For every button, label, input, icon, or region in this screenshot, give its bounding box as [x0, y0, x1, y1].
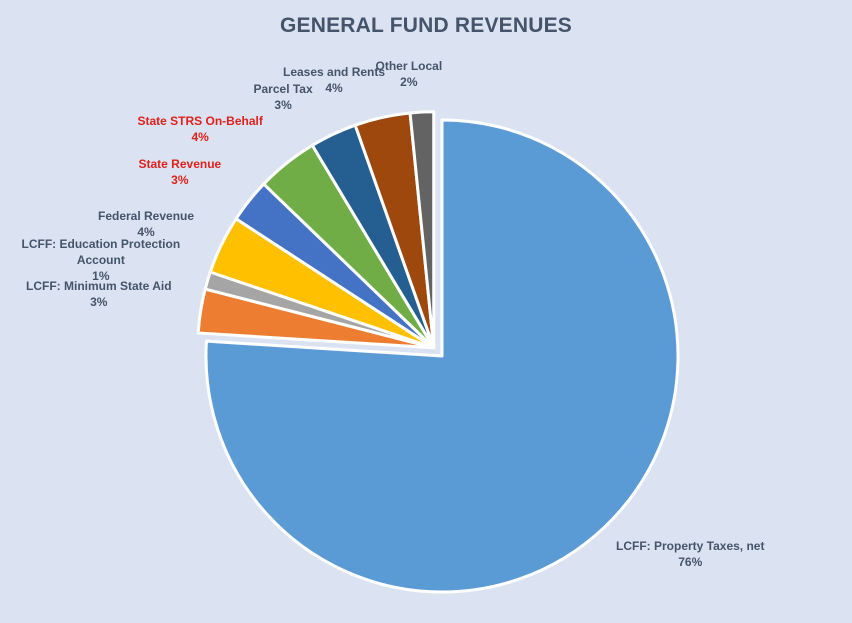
- slice-label: LCFF: Property Taxes, net 76%: [616, 538, 764, 570]
- pie-slice: [204, 118, 680, 594]
- slice-label-name: LCFF: Minimum State Aid: [26, 279, 172, 293]
- slice-label-name: State STRS On-Behalf: [137, 114, 263, 128]
- pie-slice: [408, 110, 436, 350]
- slice-label-name: Other Local: [375, 59, 443, 73]
- slice-label: Parcel Tax 3%: [254, 81, 313, 113]
- slice-label: State STRS On-Behalf 4%: [138, 113, 263, 145]
- slice-label-percent: 3%: [171, 173, 189, 187]
- slice-label-percent: 3%: [274, 98, 292, 112]
- slice-label: Federal Revenue 4%: [98, 208, 194, 240]
- slice-label: Other Local 2%: [376, 58, 443, 90]
- slice-label-name: Leases and Rents: [283, 65, 386, 79]
- slice-label-name: Federal Revenue: [98, 209, 195, 223]
- slice-label: LCFF: Minimum State Aid 3%: [26, 278, 172, 310]
- slice-label-percent: 4%: [325, 81, 343, 95]
- chart-title: GENERAL FUND REVENUES: [279, 14, 573, 37]
- slice-label-percent: 4%: [191, 130, 209, 144]
- slice-label-percent: 1%: [92, 269, 110, 283]
- slice-label-name: Parcel Tax: [253, 82, 313, 96]
- slice-label-name: State Revenue: [138, 157, 222, 171]
- slice-label-percent: 2%: [400, 75, 418, 89]
- slice-label-name: LCFF: Property Taxes, net: [616, 539, 765, 553]
- slice-label-percent: 3%: [90, 295, 108, 309]
- slice-label: State Revenue 3%: [139, 156, 222, 188]
- slice-label-percent: 76%: [678, 555, 703, 569]
- slice-label: LCFF: Education Protection Account 1%: [22, 236, 181, 284]
- slice-label-percent: 4%: [137, 225, 155, 239]
- slice-label: Leases and Rents 4%: [283, 64, 385, 96]
- slice-label-name: LCFF: Education Protection Account: [21, 237, 181, 267]
